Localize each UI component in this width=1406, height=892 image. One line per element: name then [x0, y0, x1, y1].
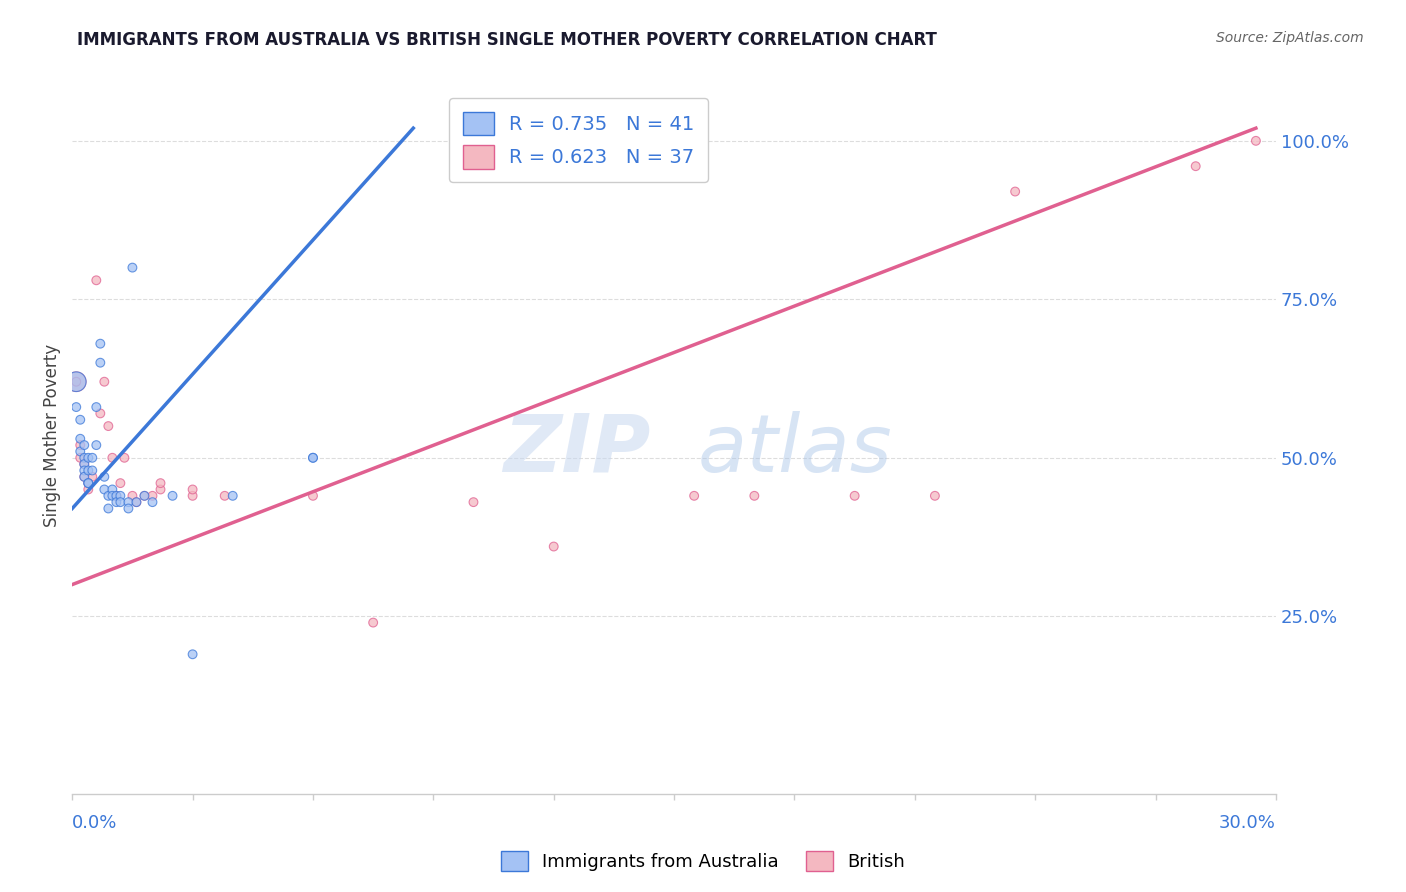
Point	[181, 489, 204, 503]
Point	[162, 489, 184, 503]
Point	[181, 648, 204, 662]
Point	[105, 489, 128, 503]
Point	[82, 470, 104, 484]
Point	[302, 450, 325, 465]
Point	[214, 489, 236, 503]
Point	[77, 463, 100, 477]
Point	[149, 483, 172, 497]
Point	[93, 483, 115, 497]
Point	[65, 375, 87, 389]
Point	[149, 476, 172, 491]
Point	[543, 540, 565, 554]
Y-axis label: Single Mother Poverty: Single Mother Poverty	[44, 344, 60, 527]
Point	[105, 495, 128, 509]
Point	[117, 501, 139, 516]
Point	[89, 406, 111, 420]
Point	[121, 489, 143, 503]
Text: 30.0%: 30.0%	[1219, 814, 1277, 831]
Point	[110, 476, 132, 491]
Text: Source: ZipAtlas.com: Source: ZipAtlas.com	[1216, 31, 1364, 45]
Point	[69, 444, 91, 458]
Point	[69, 450, 91, 465]
Text: atlas: atlas	[699, 411, 893, 489]
Point	[77, 450, 100, 465]
Point	[134, 489, 156, 503]
Point	[89, 336, 111, 351]
Point	[69, 438, 91, 452]
Point	[112, 450, 135, 465]
Point	[1244, 134, 1267, 148]
Point	[93, 375, 115, 389]
Text: IMMIGRANTS FROM AUSTRALIA VS BRITISH SINGLE MOTHER POVERTY CORRELATION CHART: IMMIGRANTS FROM AUSTRALIA VS BRITISH SIN…	[77, 31, 938, 49]
Point	[97, 419, 120, 434]
Point	[105, 489, 128, 503]
Point	[97, 501, 120, 516]
Point	[744, 489, 766, 503]
Point	[924, 489, 946, 503]
Point	[73, 457, 96, 471]
Point	[82, 463, 104, 477]
Point	[65, 400, 87, 414]
Text: ZIP: ZIP	[503, 411, 650, 489]
Point	[125, 495, 148, 509]
Point	[84, 438, 107, 452]
Point	[89, 356, 111, 370]
Point	[134, 489, 156, 503]
Point	[69, 413, 91, 427]
Point	[77, 476, 100, 491]
Point	[1004, 185, 1026, 199]
Point	[361, 615, 384, 630]
Point	[101, 450, 124, 465]
Point	[181, 483, 204, 497]
Point	[65, 375, 87, 389]
Point	[683, 489, 706, 503]
Point	[77, 476, 100, 491]
Point	[73, 463, 96, 477]
Point	[101, 483, 124, 497]
Point	[117, 495, 139, 509]
Point	[844, 489, 866, 503]
Point	[141, 489, 163, 503]
Point	[1184, 159, 1206, 173]
Legend: Immigrants from Australia, British: Immigrants from Australia, British	[494, 844, 912, 879]
Point	[110, 495, 132, 509]
Point	[222, 489, 245, 503]
Point	[77, 476, 100, 491]
Point	[97, 489, 120, 503]
Point	[69, 432, 91, 446]
Text: 0.0%: 0.0%	[72, 814, 118, 831]
Point	[93, 470, 115, 484]
Point	[302, 489, 325, 503]
Point	[101, 489, 124, 503]
Point	[73, 470, 96, 484]
Point	[463, 495, 485, 509]
Point	[77, 483, 100, 497]
Point	[125, 495, 148, 509]
Point	[73, 450, 96, 465]
Point	[82, 450, 104, 465]
Legend: R = 0.735   N = 41, R = 0.623   N = 37: R = 0.735 N = 41, R = 0.623 N = 37	[449, 98, 709, 182]
Point	[110, 489, 132, 503]
Point	[302, 450, 325, 465]
Point	[84, 273, 107, 287]
Point	[84, 400, 107, 414]
Point	[73, 470, 96, 484]
Point	[73, 438, 96, 452]
Point	[65, 375, 87, 389]
Point	[73, 457, 96, 471]
Point	[141, 495, 163, 509]
Point	[121, 260, 143, 275]
